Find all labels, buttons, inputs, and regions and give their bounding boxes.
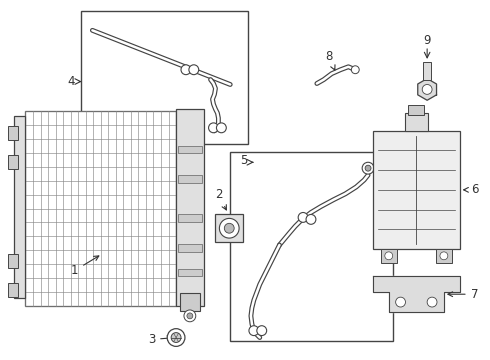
- Polygon shape: [373, 276, 460, 312]
- Circle shape: [395, 297, 406, 307]
- Bar: [409, 105, 424, 115]
- Text: 3: 3: [148, 333, 172, 346]
- Circle shape: [220, 219, 239, 238]
- Bar: [176, 109, 204, 306]
- Circle shape: [385, 252, 392, 260]
- Circle shape: [427, 297, 437, 307]
- Circle shape: [189, 65, 199, 75]
- Circle shape: [257, 326, 267, 336]
- Circle shape: [422, 85, 432, 94]
- Circle shape: [187, 313, 193, 319]
- Circle shape: [362, 162, 374, 174]
- Text: 6: 6: [464, 183, 478, 196]
- Text: 4: 4: [67, 75, 74, 88]
- Circle shape: [365, 165, 371, 171]
- Circle shape: [224, 223, 234, 233]
- Polygon shape: [418, 78, 437, 100]
- Circle shape: [171, 333, 181, 342]
- Bar: [178, 175, 202, 183]
- Text: 8: 8: [325, 50, 335, 70]
- Text: 2: 2: [215, 188, 226, 210]
- Circle shape: [298, 212, 308, 222]
- Text: 1: 1: [71, 256, 99, 277]
- Bar: [8, 283, 18, 297]
- Circle shape: [249, 326, 259, 336]
- Bar: [8, 254, 18, 267]
- Bar: [180, 293, 200, 311]
- Circle shape: [209, 123, 219, 133]
- Circle shape: [306, 215, 316, 224]
- Bar: [373, 131, 460, 249]
- Bar: [178, 215, 202, 222]
- Bar: [8, 156, 18, 169]
- Text: 7: 7: [448, 288, 478, 301]
- Circle shape: [167, 329, 185, 346]
- Bar: [178, 145, 202, 153]
- Bar: [178, 269, 202, 276]
- Bar: [80, 11, 248, 144]
- Bar: [25, 111, 176, 306]
- Bar: [178, 244, 202, 252]
- Circle shape: [217, 123, 226, 133]
- Bar: [216, 215, 243, 242]
- Bar: [14, 116, 25, 298]
- Circle shape: [351, 66, 359, 74]
- Bar: [230, 152, 392, 342]
- Bar: [8, 126, 18, 140]
- Circle shape: [184, 310, 196, 322]
- Bar: [381, 249, 396, 263]
- Text: 5: 5: [240, 154, 248, 167]
- Circle shape: [440, 252, 448, 260]
- Circle shape: [181, 65, 191, 75]
- Text: 9: 9: [423, 34, 431, 47]
- Bar: [436, 249, 452, 263]
- Bar: [423, 62, 431, 80]
- Bar: [405, 113, 428, 131]
